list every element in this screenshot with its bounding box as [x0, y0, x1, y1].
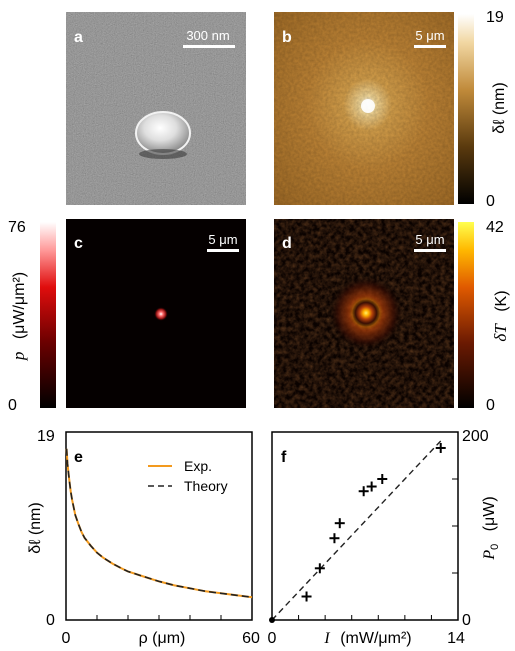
panel-d-temperature-map: d 5 μm	[274, 219, 454, 408]
panel-f-ylabel-sub: 0	[489, 544, 501, 550]
colorbar-power-unit: (μW/μm²)	[11, 272, 28, 339]
colorbar-temperature-unit: (K)	[493, 290, 510, 311]
colorbar-height-label: δℓ (nm)	[491, 82, 508, 133]
nanoparticle	[135, 111, 191, 155]
colorbar-power-symbol: p	[9, 352, 28, 362]
legend-exp-label: Exp.	[184, 458, 212, 474]
svg-text:P0 (μW): P0 (μW)	[481, 496, 502, 560]
panel-b-scalebar	[414, 45, 446, 48]
panel-f-letter: f	[281, 449, 287, 466]
panel-e-ylabel: δℓ (nm)	[27, 502, 44, 553]
svg-text:I (mW/μm²): I (mW/μm²)	[323, 630, 411, 647]
panel-b-height-map: b 5 μm	[274, 12, 454, 205]
panel-d-letter: d	[282, 235, 292, 252]
panel-f-xlabel-unit: (mW/μm²)	[340, 630, 411, 647]
panel-f-ylabel-unit: (μW)	[481, 496, 498, 531]
data-point	[366, 481, 377, 492]
colorbar-height: 19 0 δℓ (nm)	[458, 9, 508, 210]
panel-d-scalebar	[414, 249, 446, 252]
colorbar-temperature-symbol: δT	[491, 323, 510, 342]
origin-point	[269, 617, 275, 623]
panel-f-xlabel-symbol: I	[323, 630, 330, 647]
panel-f-ymax-label: 200	[462, 428, 489, 445]
panel-c-power-map: c 5 μm	[66, 219, 246, 408]
panel-f-ymin-label: 0	[462, 612, 471, 629]
legend-theory-label: Theory	[184, 478, 228, 494]
panel-c-scalebar-label: 5 μm	[208, 232, 237, 247]
panel-e-frame	[65, 431, 253, 621]
panel-a-scalebar	[183, 45, 235, 48]
panel-e-letter: e	[74, 449, 83, 466]
data-point	[358, 486, 369, 497]
data-point	[334, 518, 345, 529]
svg-text:δT (K): δT (K)	[491, 290, 510, 341]
colorbar-temperature-min: 0	[486, 397, 495, 414]
colorbar-height-max: 19	[486, 9, 504, 26]
colorbar-temperature-max: 42	[486, 219, 504, 236]
colorbar-power: 76 0 p (μW/μm²)	[8, 219, 56, 414]
panel-c-letter: c	[74, 235, 83, 252]
data-point	[377, 474, 388, 484]
series-theory-line	[65, 448, 253, 598]
colorbar-temperature: 42 0 δT (K)	[458, 219, 510, 414]
panel-e-ymax-label: 19	[37, 428, 55, 445]
panel-d-scalebar-label: 5 μm	[415, 232, 444, 247]
data-point	[314, 563, 325, 574]
data-point	[435, 442, 446, 453]
data-point	[301, 591, 312, 602]
series-exp-line	[65, 448, 253, 599]
fit-line	[271, 439, 443, 621]
panel-f-xmax-label: 14	[447, 630, 465, 647]
panel-f-chart: f 200 0 0 14 I (mW/μm²) P0 (μW)	[268, 428, 502, 647]
panel-e-ymin-label: 0	[46, 612, 55, 629]
panel-e-xlabel: ρ (μm)	[139, 630, 186, 647]
panel-f-ylabel-symbol: P	[481, 550, 498, 561]
data-point	[329, 533, 340, 544]
panel-c-scalebar	[207, 249, 239, 252]
colorbar-height-min: 0	[486, 193, 495, 210]
panel-e-chart: e 19 0 0 60 ρ (μm) δℓ (nm) Exp. Theory	[27, 428, 260, 647]
panel-f-frame	[271, 431, 459, 621]
panel-a-letter: a	[74, 29, 83, 46]
svg-text:p (μW/μm²): p (μW/μm²)	[9, 272, 28, 361]
panel-e-xmin-label: 0	[62, 630, 71, 647]
panel-b-letter: b	[282, 29, 292, 46]
panel-e-legend: Exp. Theory	[148, 458, 228, 494]
colorbar-power-max: 76	[8, 219, 26, 236]
panel-a-sem-image: a 300 nm	[66, 12, 246, 205]
panel-f-xmin-label: 0	[268, 630, 277, 647]
panel-a-scalebar-label: 300 nm	[186, 28, 229, 43]
colorbar-power-min: 0	[8, 397, 17, 414]
panel-e-xmax-label: 60	[242, 630, 260, 647]
panel-b-scalebar-label: 5 μm	[415, 28, 444, 43]
